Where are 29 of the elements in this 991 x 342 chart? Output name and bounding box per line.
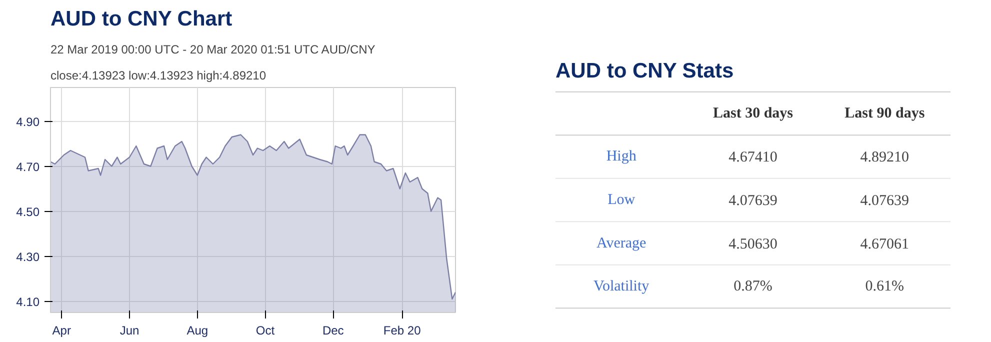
text: 4.07639 xyxy=(728,193,778,209)
text: 4.67061 xyxy=(860,236,910,252)
y-tick-label: 4.50 xyxy=(16,204,40,219)
y-tick-label: 4.10 xyxy=(16,294,40,309)
category-label: Last 90 days xyxy=(844,105,925,122)
text: close:4.13923 low:4.13923 high:4.89210 xyxy=(50,68,266,82)
category-label: Last 30 days xyxy=(712,105,794,122)
x-tick-label: Aug xyxy=(186,324,208,338)
text: 4.67410 xyxy=(728,150,778,166)
x-tick-label: Feb 20 xyxy=(383,324,422,338)
category-label: High xyxy=(606,148,636,165)
text: 4.07639 xyxy=(860,193,910,209)
x-tick-label: Oct xyxy=(256,324,276,338)
category-label: Average xyxy=(596,235,646,252)
chart-title: AUD to CNY Chart xyxy=(50,8,232,30)
chart-subtitle: 22 Mar 2019 00:00 UTC - 20 Mar 2020 01:51 UTC AUD/CNY xyxy=(50,42,376,56)
text: 0.61% xyxy=(865,278,904,295)
x-tick-label: Apr xyxy=(52,324,71,338)
category-label: Volatility xyxy=(594,278,650,295)
y-tick-label: 4.70 xyxy=(16,160,40,174)
x-tick-label: Jun xyxy=(120,324,140,338)
y-tick-label: 4.30 xyxy=(16,250,40,264)
text: 4.50630 xyxy=(728,236,778,252)
x-tick-label: Dec xyxy=(322,324,344,338)
text: 4.89210 xyxy=(860,150,910,166)
category-label: Low xyxy=(608,192,636,208)
y-tick-label: 4.90 xyxy=(16,114,40,129)
text: 0.87% xyxy=(734,278,772,295)
text: AUD to CNY Stats xyxy=(556,60,734,82)
